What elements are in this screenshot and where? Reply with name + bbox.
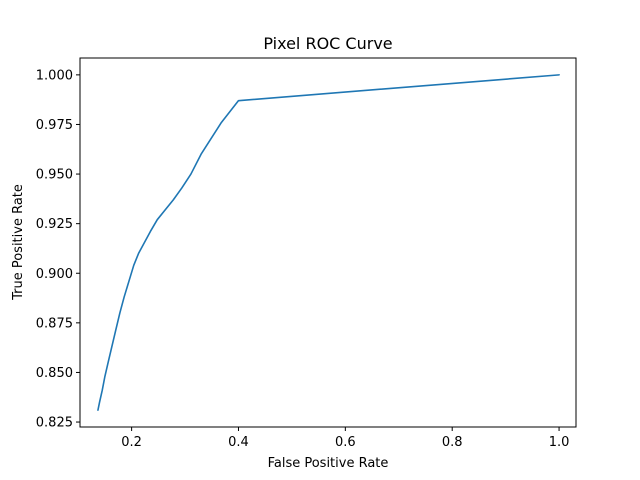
roc-point xyxy=(111,346,113,348)
x-tick-label: 0.6 xyxy=(335,435,356,450)
y-tick-label: 0.975 xyxy=(36,118,73,133)
x-axis-label: False Positive Rate xyxy=(268,456,389,471)
x-axis: 0.2 0.4 0.6 0.8 1.0 xyxy=(121,427,569,450)
y-tick-label: 0.900 xyxy=(36,267,73,282)
y-tick-label: 0.850 xyxy=(36,366,73,381)
roc-point xyxy=(238,100,240,102)
y-tick-label: 1.000 xyxy=(36,68,73,83)
roc-point xyxy=(138,253,140,255)
x-tick-label: 0.4 xyxy=(228,435,249,450)
y-tick-label: 0.925 xyxy=(36,217,73,232)
y-axis-label: True Positive Rate xyxy=(11,184,26,301)
roc-point xyxy=(104,376,106,378)
roc-point xyxy=(123,296,125,298)
roc-point xyxy=(190,173,192,175)
roc-point xyxy=(558,74,560,76)
axes-frame xyxy=(79,57,577,428)
x-tick-label: 1.0 xyxy=(549,435,570,450)
plot-area xyxy=(97,74,560,411)
roc-point xyxy=(115,330,117,332)
roc-point xyxy=(119,312,121,314)
roc-point xyxy=(210,138,212,140)
roc-point xyxy=(97,409,99,411)
roc-point xyxy=(156,219,158,221)
roc-point xyxy=(101,390,103,392)
y-tick-label: 0.825 xyxy=(36,416,73,431)
roc-point xyxy=(128,280,130,282)
roc-point xyxy=(221,122,223,124)
roc-point xyxy=(143,243,145,245)
x-tick-label: 0.2 xyxy=(121,435,142,450)
roc-point xyxy=(172,199,174,201)
roc-point xyxy=(107,362,109,364)
roc-point xyxy=(99,401,101,403)
x-tick-label: 0.8 xyxy=(442,435,463,450)
roc-point xyxy=(150,231,152,233)
y-tick-label: 0.950 xyxy=(36,168,73,183)
roc-series-line xyxy=(97,74,560,411)
roc-point xyxy=(200,153,202,155)
chart-title: Pixel ROC Curve xyxy=(263,34,392,53)
y-axis: 0.825 0.850 0.875 0.900 0.925 0.950 0.975 1.000 xyxy=(36,68,80,431)
roc-point xyxy=(181,187,183,189)
y-tick-label: 0.875 xyxy=(36,316,73,331)
roc-point xyxy=(164,209,166,211)
roc-point xyxy=(133,265,135,267)
